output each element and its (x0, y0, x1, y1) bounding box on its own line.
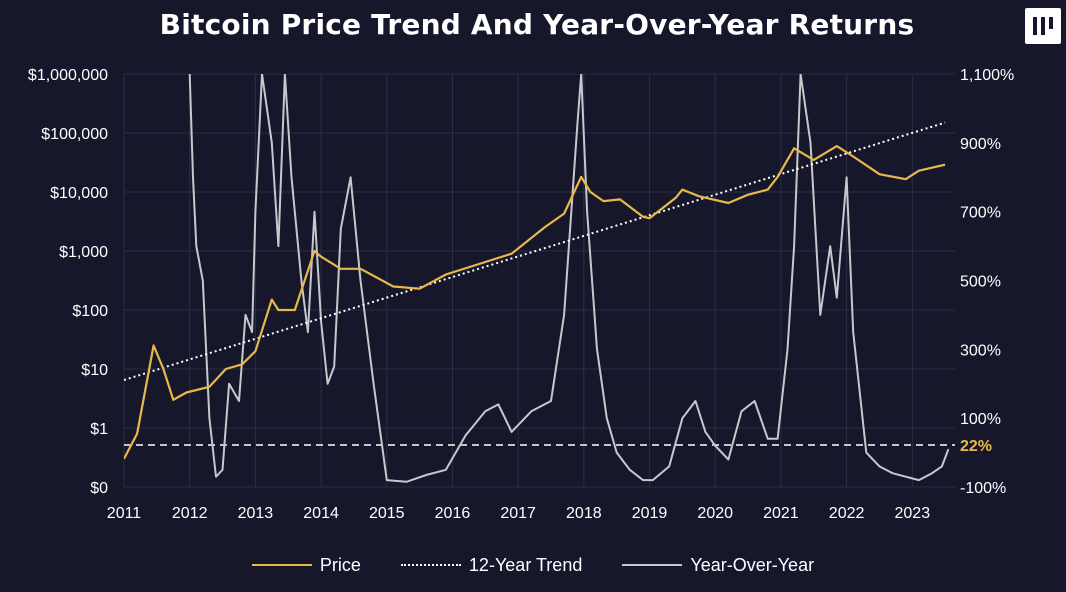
legend-swatch-trend (400, 564, 461, 566)
y-right-tick-label: 500% (960, 274, 1001, 291)
chart-canvas: $0 $1 $10 $100 $1,000 $10,000 $100,000 $1,000,0… (28, 67, 1014, 522)
legend-swatch-price (251, 564, 312, 566)
x-tick-label: 2012 (172, 505, 208, 522)
legend-item-trend: 12-Year Trend (400, 554, 583, 576)
pillar-logo-icon (1025, 8, 1061, 44)
x-tick-label: 2011 (107, 505, 142, 522)
series-line-price (124, 145, 946, 460)
logo-mark (1033, 17, 1053, 35)
y-left-tick-label: $1,000,000 (28, 67, 108, 84)
legend-label-yoy: Year-Over-Year (690, 554, 815, 575)
x-tick-label: 2020 (697, 505, 733, 522)
y-right-tick-label: -100% (960, 480, 1006, 497)
legend-item-yoy: Year-Over-Year (622, 555, 814, 576)
y-right-tick-label: 900% (960, 136, 1001, 153)
y-left-tick-label: $0 (90, 480, 108, 497)
series-line-year-over-year (188, 74, 950, 483)
x-tick-label: 2022 (829, 505, 865, 522)
legend: Price 12-Year Trend Year-Over-Year (0, 552, 1066, 578)
x-tick-label: 2013 (238, 505, 274, 522)
y-left-tick-label: $100 (72, 303, 108, 320)
y-left-tick-label: $1,000 (59, 244, 108, 261)
y-right-tick-label: 700% (960, 205, 1001, 222)
legend-item-price: Price (251, 554, 361, 576)
series-layer: 22% (124, 74, 992, 483)
legend-swatch-yoy (622, 564, 683, 566)
x-tick-label: 2016 (435, 505, 471, 522)
y-right-tick-label: 1,100% (960, 67, 1014, 84)
y-left-tick-label: $100,000 (41, 126, 108, 143)
y-left-tick-label: $10,000 (50, 185, 108, 202)
series-line-12-year-trend (124, 121, 946, 381)
tick-labels: $0 $1 $10 $100 $1,000 $10,000 $100,000 $1,000,0… (28, 67, 1014, 522)
x-tick-label: 2019 (632, 505, 668, 522)
x-tick-label: 2023 (895, 505, 931, 522)
legend-label-trend: 12-Year Trend (468, 554, 583, 575)
y-left-tick-label: $10 (81, 362, 108, 379)
x-tick-label: 2018 (566, 505, 602, 522)
y-right-tick-label: 100% (960, 411, 1001, 428)
grid-layer (123, 73, 955, 488)
legend-label-price: Price (319, 554, 361, 575)
current-yoy-label: 22% (960, 438, 992, 455)
x-tick-label: 2017 (500, 505, 536, 522)
x-tick-label: 2014 (303, 505, 339, 522)
x-tick-label: 2021 (763, 505, 799, 522)
y-left-tick-label: $1 (90, 421, 108, 438)
chart-title: Bitcoin Price Trend And Year-Over-Year R… (159, 8, 915, 41)
x-tick-label: 2015 (369, 505, 405, 522)
y-right-tick-label: 300% (960, 342, 1001, 359)
